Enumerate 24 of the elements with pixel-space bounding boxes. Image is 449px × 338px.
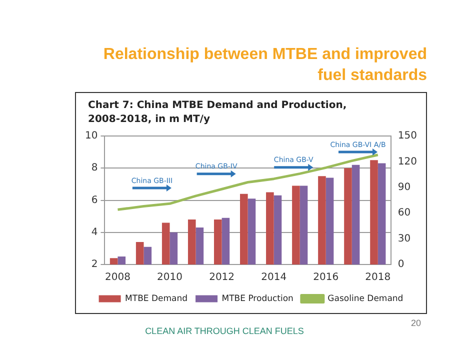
chart-title: Relationship between MTBE and improved fuel standards [102,45,427,86]
y2-tick-label: 90 [398,182,411,193]
x-tick-label: 2014 [261,272,287,284]
text: CLEAN AIR THROUGH CLEAN FUELS [145,326,304,336]
legend-label: MTBE Demand [125,294,188,304]
text: 20 [410,318,421,328]
y-tick-label: 2 [91,259,98,270]
y2-tick-label: 30 [398,233,411,244]
x-tick-label: 2010 [157,272,182,284]
y2-tick-label: 60 [398,208,411,219]
legend-label: Gasoline Demand [328,294,404,304]
y2-tick-label: 120 [398,156,418,168]
x-tick-label: 2018 [365,272,391,284]
chart-subtitle: Chart 7: China MTBE Demand and Production, 2008-2018, in m MT/y [88,99,348,127]
x-tick-label: 2016 [313,272,339,284]
legend-label: MTBE Production [222,294,294,304]
y-tick-label: 4 [91,226,98,238]
y-tick-label: 8 [91,162,98,174]
x-tick-label: 2008 [105,272,130,284]
y-tick-label: 10 [84,130,98,142]
y-tick-label: 6 [91,194,98,206]
y2-tick-label: 150 [398,130,418,142]
x-tick-label: 2012 [209,272,235,284]
y2-tick-label: 0 [398,259,404,270]
